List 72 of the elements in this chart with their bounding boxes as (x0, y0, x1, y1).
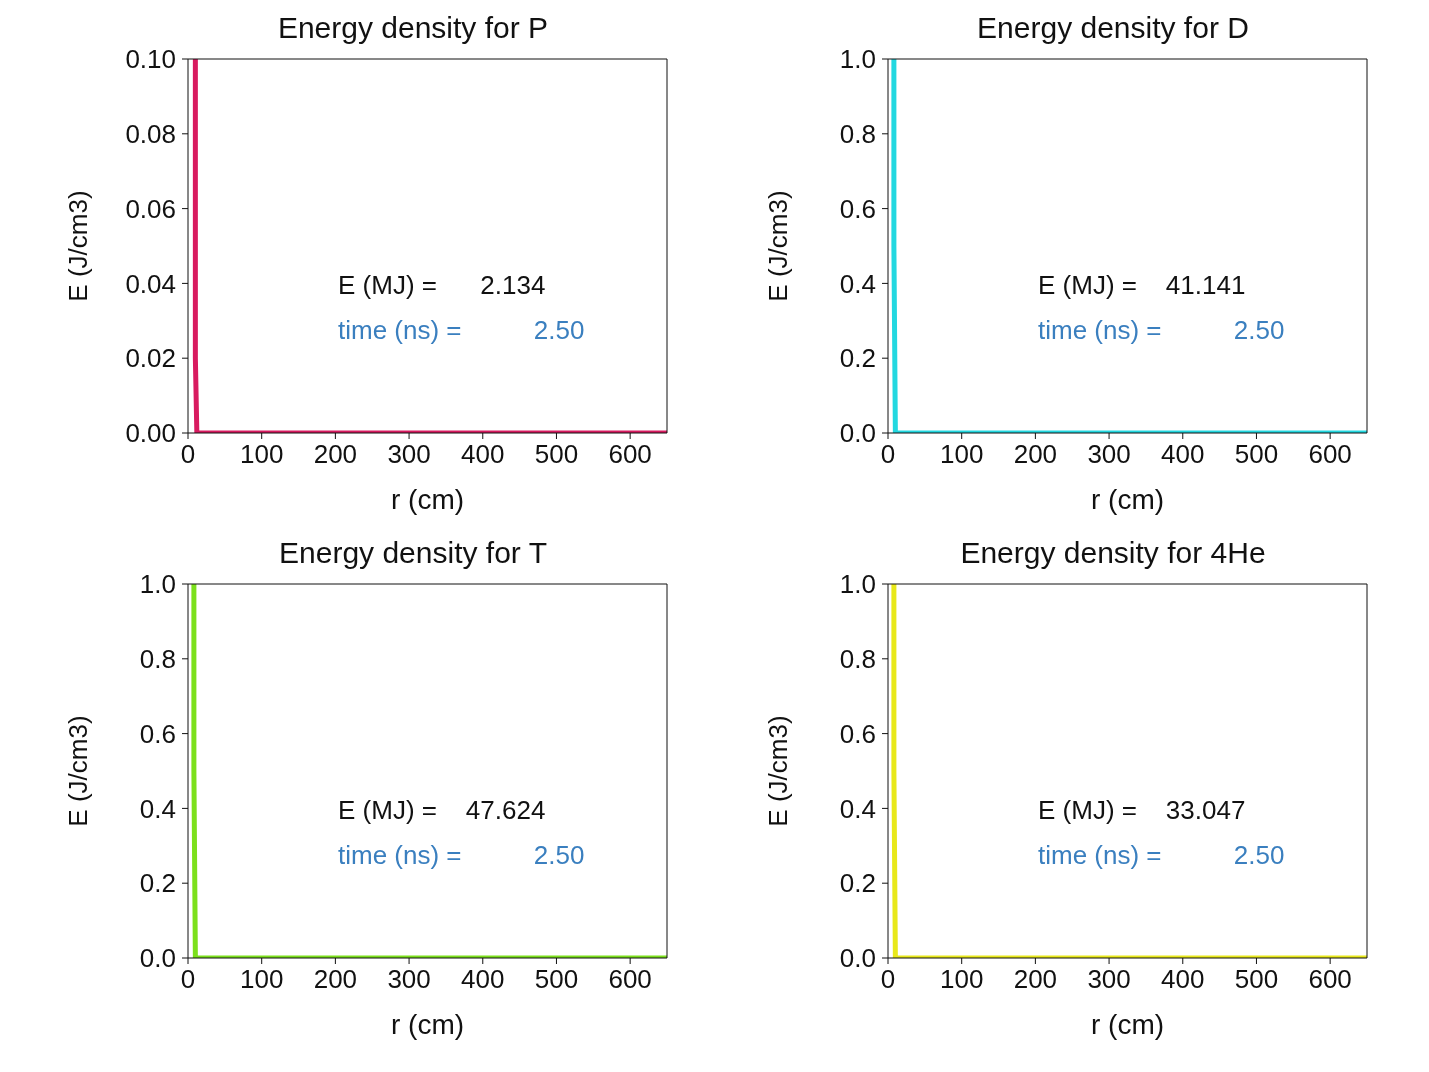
y-tick-label: 1.0 (839, 569, 876, 600)
y-tick-label: 0.8 (839, 644, 876, 675)
y-tick-label: 0.6 (139, 718, 176, 749)
x-tick-label: 400 (1161, 964, 1205, 995)
x-tick-label: 500 (1234, 439, 1279, 470)
y-tick-label: 0.04 (125, 268, 176, 299)
x-tick-label: 200 (1013, 964, 1058, 995)
x-tick-label: 600 (1308, 964, 1352, 995)
y-tick-label: 0.10 (125, 44, 176, 75)
x-axis-title: r (cm) (390, 484, 465, 515)
x-tick-label: 0 (180, 964, 196, 995)
y-tick-label: 1.0 (839, 44, 876, 75)
y-tick-label: 0.4 (139, 793, 176, 824)
x-tick-label: 300 (1087, 964, 1131, 995)
x-axis-title: r (cm) (1090, 484, 1165, 515)
y-tick-label: 0.4 (839, 268, 876, 299)
x-tick-label: 200 (313, 964, 358, 995)
y-axis-title: E (J/cm3) (763, 715, 794, 827)
y-axis-title: E (J/cm3) (63, 190, 94, 302)
y-axis-title: E (J/cm3) (763, 190, 794, 302)
y-tick-label: 0.06 (125, 193, 176, 224)
x-tick-label: 500 (534, 964, 579, 995)
y-tick-label: 0.8 (139, 644, 176, 675)
x-tick-label: 100 (240, 439, 284, 470)
x-tick-label: 600 (1308, 439, 1352, 470)
x-tick-label: 600 (608, 964, 652, 995)
x-tick-label: 500 (534, 439, 579, 470)
chart-title: Energy density for P (277, 11, 549, 44)
x-tick-label: 100 (240, 964, 284, 995)
y-tick-label: 0.2 (839, 868, 876, 899)
y-tick-label: 0.0 (839, 943, 876, 974)
y-tick-label: 0.0 (139, 943, 176, 974)
annotation: E (MJ) = 2.134 (338, 270, 546, 301)
x-axis-title: r (cm) (390, 1009, 465, 1040)
annotation: E (MJ) = 33.047 (1038, 795, 1246, 826)
y-tick-label: 0.2 (839, 343, 876, 374)
y-axis-title: E (J/cm3) (63, 715, 94, 827)
annotation: time (ns) = 2.50 (338, 315, 585, 346)
x-tick-label: 500 (1234, 964, 1279, 995)
y-tick-label: 0.2 (139, 868, 176, 899)
annotation: time (ns) = 2.50 (1038, 315, 1285, 346)
x-tick-label: 0 (880, 964, 896, 995)
y-tick-label: 0.8 (839, 119, 876, 150)
x-tick-label: 200 (313, 439, 358, 470)
chart-title: Energy density for T (279, 536, 547, 569)
annotation: time (ns) = 2.50 (1038, 840, 1285, 871)
chart-title: Energy density for 4He (960, 536, 1266, 569)
annotation: E (MJ) = 41.141 (1038, 270, 1246, 301)
y-tick-label: 1.0 (139, 569, 176, 600)
chart-title: Energy density for D (977, 11, 1249, 44)
x-tick-label: 300 (387, 964, 431, 995)
y-tick-label: 0.08 (125, 119, 176, 150)
y-tick-label: 0.0 (839, 418, 876, 449)
x-tick-label: 300 (1087, 439, 1131, 470)
x-tick-label: 0 (180, 439, 196, 470)
y-tick-label: 0.02 (125, 343, 176, 374)
x-tick-label: 300 (387, 439, 431, 470)
x-tick-label: 600 (608, 439, 652, 470)
x-tick-label: 0 (880, 439, 896, 470)
y-tick-label: 0.6 (839, 193, 876, 224)
x-tick-label: 400 (1161, 439, 1205, 470)
x-tick-label: 400 (461, 439, 505, 470)
x-axis-title: r (cm) (1090, 1009, 1165, 1040)
y-tick-label: 0.00 (125, 418, 176, 449)
x-tick-label: 100 (940, 439, 984, 470)
annotation: E (MJ) = 47.624 (338, 795, 546, 826)
x-tick-label: 200 (1013, 439, 1058, 470)
x-tick-label: 400 (461, 964, 505, 995)
annotation: time (ns) = 2.50 (338, 840, 585, 871)
y-tick-label: 0.4 (839, 793, 876, 824)
y-tick-label: 0.6 (839, 718, 876, 749)
x-tick-label: 100 (940, 964, 984, 995)
